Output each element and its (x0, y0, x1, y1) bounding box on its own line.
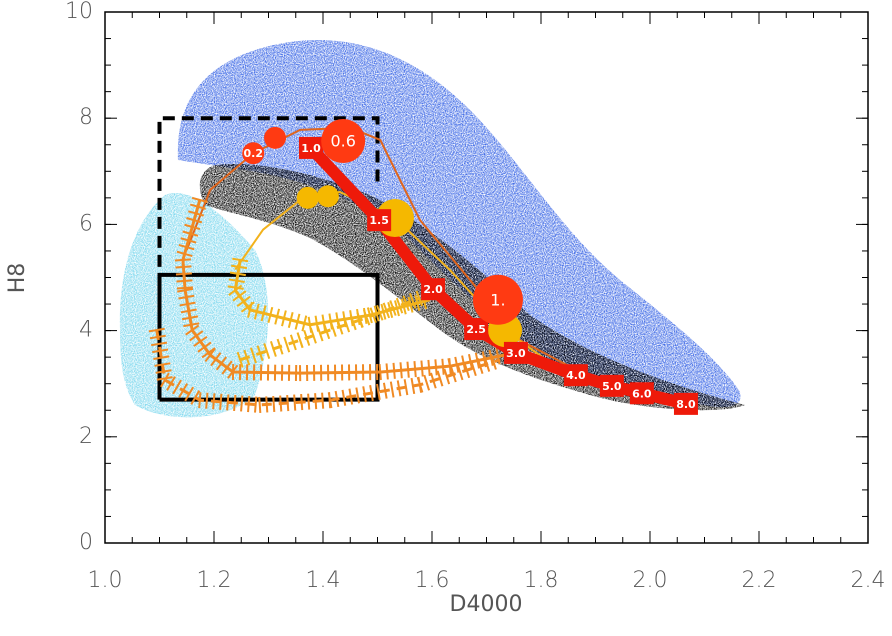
region-box (157, 116, 380, 267)
age-label: 4.0 (566, 369, 586, 382)
age-label: 2.5 (466, 323, 486, 336)
plot-area: 1.0 1.5 2.0 2.5 3.0 4.0 5.0 6.0 8.0 0.2 0.6 1. (148, 116, 698, 415)
age-square (299, 136, 324, 159)
blue-cloud (177, 39, 741, 408)
y-tick-label: 8 (79, 105, 93, 130)
age-bubble (472, 274, 523, 325)
region-box (157, 272, 380, 402)
age-square (421, 278, 446, 301)
hatch (174, 196, 508, 382)
age-label: 3.0 (506, 347, 526, 360)
y-axis-label: H8 (5, 263, 30, 294)
age-label: 0.2 (243, 147, 263, 160)
y-tick-label: 6 (79, 211, 93, 236)
x-tick-label: 1.2 (197, 568, 232, 593)
age-square (367, 209, 392, 232)
age-square (673, 392, 698, 415)
black-cloud (199, 164, 745, 411)
age-square (563, 364, 588, 387)
age-bubble (296, 186, 319, 209)
age-label: 1.0 (301, 142, 321, 155)
age-square (464, 318, 489, 341)
x-tick-label: 1.0 (88, 568, 123, 593)
age-label: 8.0 (676, 398, 696, 411)
age-label: 6.0 (632, 387, 652, 400)
y-tick-label: 2 (79, 424, 93, 449)
x-tick-label: 2.4 (851, 568, 886, 593)
x-axis-label: D4000 (450, 592, 523, 617)
y-tick-label: 10 (65, 0, 93, 24)
age-label: 2.0 (423, 283, 443, 296)
x-tick-label: 2.0 (633, 568, 668, 593)
age-square (629, 382, 654, 405)
age-bubble (242, 142, 265, 165)
hatch (236, 290, 423, 368)
age-bubble (264, 126, 287, 149)
hatch (148, 327, 497, 413)
age-square (503, 341, 528, 364)
age-label: 1. (490, 290, 505, 309)
track-line (239, 296, 421, 362)
y-tick-label: 4 (79, 318, 93, 343)
x-tick-label: 1.8 (524, 568, 559, 593)
x-tick-label: 1.4 (306, 568, 341, 593)
age-label: 0.6 (330, 132, 355, 151)
y-tick-label: 0 (79, 530, 93, 555)
age-label: 5.0 (602, 380, 622, 393)
age-bubble (316, 185, 339, 208)
x-tick-label: 2.2 (742, 568, 777, 593)
age-label: 1.5 (369, 214, 389, 227)
x-tick-label: 1.6 (415, 568, 450, 593)
age-square (599, 374, 624, 397)
age-bubble (321, 119, 366, 164)
